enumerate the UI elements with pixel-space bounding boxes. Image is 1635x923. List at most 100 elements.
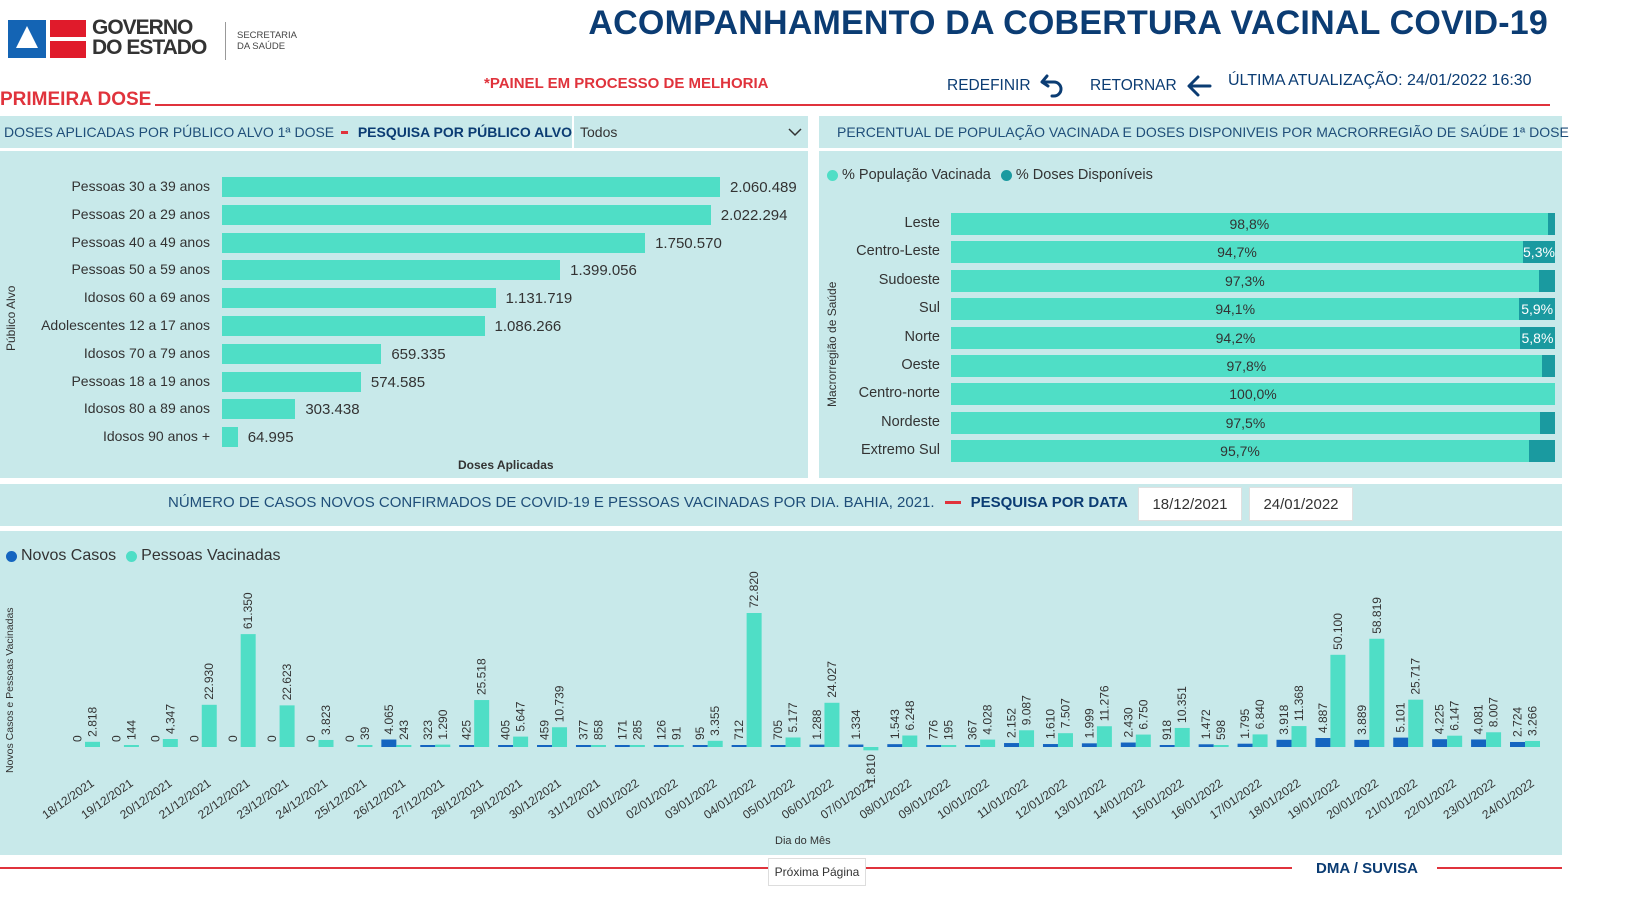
vaccinated-value-label: 50.100 xyxy=(1331,613,1345,650)
divider xyxy=(155,104,1550,106)
vaccinated-bar xyxy=(513,736,529,747)
cases-value-label: 425 xyxy=(460,720,474,740)
bar-doses-available xyxy=(1539,411,1555,434)
bar-category-label: Extremo Sul xyxy=(861,442,940,459)
back-button[interactable]: RETORNAR xyxy=(1090,72,1213,100)
vaccinated-bar xyxy=(863,747,879,751)
vaccinated-bar xyxy=(162,739,178,747)
logo-stripe xyxy=(50,41,86,58)
bar-doses-available xyxy=(1538,269,1555,292)
vaccinated-bar xyxy=(552,727,568,747)
stacked-bar: 94,2% 5,8% xyxy=(951,326,1555,349)
date-from-input[interactable]: 18/12/2021 xyxy=(1138,487,1242,521)
cases-bar xyxy=(848,744,864,747)
bar-vaccinated: 100,0% xyxy=(951,383,1555,406)
footer-divider xyxy=(1437,867,1562,869)
cases-value-label: 0 xyxy=(71,735,85,742)
legend-label: % Doses Disponíveis xyxy=(1015,167,1153,183)
vaccinated-value-label: 9.087 xyxy=(1020,695,1034,725)
cases-bar xyxy=(965,745,981,747)
vaccinated-bar xyxy=(707,740,723,747)
bar-doses-available: 5,3% xyxy=(1522,241,1555,264)
cases-bar xyxy=(1315,738,1331,747)
bar xyxy=(222,316,485,336)
vaccinated-bar xyxy=(668,745,684,747)
legend-label: % População Vacinada xyxy=(842,167,991,183)
select-value: Todos xyxy=(580,124,618,140)
bar-category-label: Adolescentes 12 a 17 anos xyxy=(41,317,210,333)
vaccinated-bar xyxy=(1525,740,1540,747)
vaccinated-bar xyxy=(85,741,100,747)
chevron-down-icon xyxy=(788,128,802,137)
cases-value-label: 95 xyxy=(693,726,707,740)
vaccinated-value-label: 195 xyxy=(942,720,956,740)
bar-category-label: Oeste xyxy=(901,357,940,373)
vaccinated-value-label: 10.739 xyxy=(553,685,567,722)
bar xyxy=(222,177,720,197)
vaccinated-value-label: 598 xyxy=(1214,720,1228,740)
cases-bar xyxy=(770,745,786,747)
legend: Novos Casos Pessoas Vacinadas xyxy=(6,547,281,565)
bar-doses-available xyxy=(1529,440,1555,463)
logo-text: GOVERNO DO ESTADO xyxy=(92,16,207,59)
bar-category-label: Norte xyxy=(904,328,940,345)
vaccinated-value-label: 8.007 xyxy=(1487,697,1501,727)
date-filter-label: PESQUISA POR DATA xyxy=(970,494,1128,511)
vaccinated-bar xyxy=(746,613,762,747)
cases-bar xyxy=(653,745,669,747)
vaccinated-value-label: 1.290 xyxy=(436,709,450,739)
cases-value-label: 1.472 xyxy=(1199,709,1213,739)
cases-bar xyxy=(1159,745,1175,747)
bar-value-label: 64.995 xyxy=(247,429,294,447)
vaccinated-value-label: 22.930 xyxy=(202,663,216,700)
vaccinated-value-label: 10.351 xyxy=(1175,686,1189,723)
vaccinated-bar xyxy=(123,745,139,747)
bar-category-label: Centro-norte xyxy=(858,385,940,402)
bottom-panel-title: NÚMERO DE CASOS NOVOS CONFIRMADOS DE COV… xyxy=(168,494,935,511)
cases-value-label: 0 xyxy=(265,735,279,742)
reset-button[interactable]: REDEFINIR xyxy=(947,72,1067,100)
vaccinated-value-label: -1.810 xyxy=(864,754,878,788)
vaccinated-bar xyxy=(1096,726,1112,747)
cases-value-label: 0 xyxy=(148,735,162,742)
cases-bar xyxy=(1198,744,1214,747)
cases-value-label: 0 xyxy=(304,735,318,742)
cases-bar xyxy=(692,745,708,747)
bar-category-label: Pessoas 20 a 29 anos xyxy=(71,205,210,222)
bar-category-label: Idosos 70 a 79 anos xyxy=(83,344,210,361)
cases-value-label: 367 xyxy=(966,720,980,740)
next-page-button[interactable]: Próxima Página xyxy=(768,858,866,886)
bar-doses-available: 5,8% xyxy=(1519,326,1555,349)
bar-vaccinated: 94,7% xyxy=(951,241,1523,264)
cases-value-label: 1.334 xyxy=(849,709,863,739)
cases-value-label: 126 xyxy=(654,720,668,740)
vaccinated-value-label: 25.518 xyxy=(475,658,489,695)
vaccinated-bar xyxy=(785,737,801,747)
date-to-input[interactable]: 24/01/2022 xyxy=(1249,487,1353,521)
stacked-bar: 97,3% xyxy=(951,269,1555,292)
vaccinated-value-label: 11.276 xyxy=(1097,685,1111,721)
doses-by-audience-chart: Pessoas 30 a 39 anos 2.060.489 Pessoas 20 … xyxy=(0,151,808,478)
bar xyxy=(222,288,496,309)
vaccinated-value-label: 6.750 xyxy=(1136,699,1150,729)
target-audience-select[interactable]: Todos xyxy=(572,116,808,148)
cases-value-label: 3.918 xyxy=(1277,704,1291,734)
bar xyxy=(222,427,238,448)
bar-category-label: Pessoas 18 a 19 anos xyxy=(71,372,210,389)
vaccinated-bar xyxy=(1057,733,1073,747)
vaccinated-value-label: 24.027 xyxy=(825,661,839,698)
vaccinated-value-label: 2.818 xyxy=(86,706,100,736)
bar-vaccinated: 98,8% xyxy=(951,213,1548,235)
logo-subtitle: SECRETARIA DA SAÚDE xyxy=(237,30,298,52)
vaccinated-bar xyxy=(1213,745,1229,747)
bar xyxy=(222,399,296,420)
x-axis-title: Doses Aplicadas xyxy=(458,458,554,472)
cases-value-label: 0 xyxy=(226,735,240,742)
legend-dot xyxy=(1000,169,1012,181)
cases-value-label: 2.152 xyxy=(1005,708,1019,738)
cases-value-label: 323 xyxy=(421,720,435,740)
back-label: RETORNAR xyxy=(1090,77,1177,94)
vaccinated-bar xyxy=(1486,732,1502,747)
cases-value-label: 405 xyxy=(499,720,513,740)
cases-value-label: 918 xyxy=(1160,720,1174,740)
